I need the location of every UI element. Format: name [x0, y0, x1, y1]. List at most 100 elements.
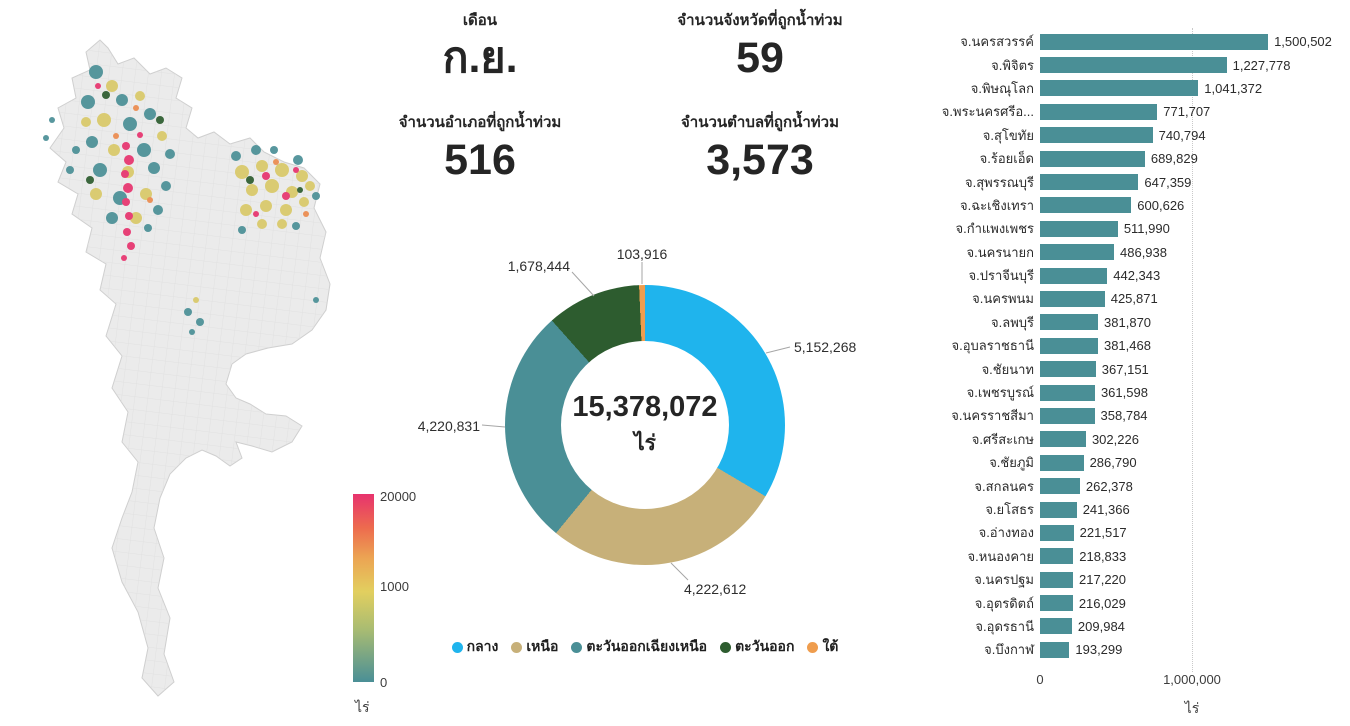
- bar-category-label[interactable]: จ.หนองคาย: [967, 548, 1034, 564]
- bar-row: จ.นครราชสีมา 358,784: [900, 404, 1350, 427]
- bar-category-label[interactable]: จ.สกลนคร: [974, 478, 1034, 494]
- legend-item[interactable]: ตะวันออกเฉียงเหนือ: [571, 636, 707, 658]
- bar-value-label: 381,870: [1104, 314, 1152, 330]
- bar[interactable]: [1040, 571, 1074, 588]
- bar[interactable]: [1040, 548, 1074, 565]
- bar-category-label[interactable]: จ.ปราจีนบุรี: [968, 268, 1034, 284]
- bar-category-label[interactable]: จ.พิจิตร: [991, 57, 1034, 73]
- bar[interactable]: [1040, 524, 1074, 541]
- bar[interactable]: [1040, 407, 1095, 424]
- bar[interactable]: [1040, 103, 1158, 120]
- color-scale-gradient: [353, 494, 374, 682]
- bar[interactable]: [1040, 361, 1096, 378]
- bar-category-label[interactable]: จ.บึงกาฬ: [984, 642, 1034, 658]
- bar-category-label[interactable]: จ.ฉะเชิงเทรา: [960, 197, 1034, 213]
- bar[interactable]: [1040, 501, 1077, 518]
- bar-row: จ.กำแพงเพชร 511,990: [900, 217, 1350, 240]
- legend-item[interactable]: ตะวันออก: [720, 636, 794, 658]
- bar-category-label[interactable]: จ.ยโสธร: [985, 502, 1034, 517]
- legend-item[interactable]: ใต้: [807, 636, 838, 658]
- donut-label-east: 1,678,444: [507, 258, 570, 274]
- bar[interactable]: [1040, 80, 1199, 97]
- kpi-districts-value: 516: [444, 136, 516, 184]
- bar-category-label[interactable]: จ.ชัยภูมิ: [989, 455, 1034, 471]
- bar-value-label: 771,707: [1163, 104, 1211, 120]
- bar-value-label: 241,366: [1082, 502, 1130, 517]
- legend-item[interactable]: กลาง: [451, 636, 499, 658]
- bar[interactable]: [1040, 431, 1086, 448]
- bar-category-label[interactable]: จ.ศรีสะเกษ: [971, 431, 1034, 447]
- bar-category-label[interactable]: จ.นครนายก: [966, 244, 1034, 260]
- bar-value-label: 1,227,778: [1232, 57, 1291, 73]
- bar-category-label[interactable]: จ.เพชรบูรณ์: [966, 385, 1034, 401]
- bar-value-label: 486,938: [1120, 244, 1167, 260]
- bar[interactable]: [1040, 478, 1080, 495]
- kpi-flooded-subdistricts: จำนวนตำบลที่ถูกน้ำท่วม 3,573: [640, 110, 880, 183]
- bar[interactable]: [1040, 174, 1139, 191]
- kpi-month-value: ก.ย.: [442, 34, 518, 82]
- bar-category-label[interactable]: จ.ร้อยเอ็ด: [979, 151, 1034, 167]
- bar-category-label[interactable]: จ.อุบลราชธานี: [951, 338, 1034, 354]
- bar[interactable]: [1040, 290, 1105, 307]
- bar-value-label: 209,984: [1077, 618, 1125, 634]
- bar-category-label[interactable]: จ.อ่างทอง: [978, 525, 1034, 541]
- bar-category-label[interactable]: จ.พิษณุโลก: [970, 80, 1034, 96]
- bar-row: จ.เพชรบูรณ์ 361,598: [900, 381, 1350, 404]
- bar[interactable]: [1040, 244, 1114, 261]
- bar-category-label[interactable]: จ.นครสวรรค์: [960, 34, 1034, 50]
- bar[interactable]: [1040, 314, 1099, 331]
- bar-row: จ.ร้อยเอ็ด 689,829: [900, 147, 1350, 170]
- donut-total-unit: ไร่: [634, 431, 656, 455]
- legend-item[interactable]: เหนือ: [511, 636, 558, 658]
- bar-value-label: 600,626: [1137, 197, 1185, 213]
- legend-dot: [571, 641, 583, 653]
- bar-category-label[interactable]: จ.นครพนม: [972, 291, 1034, 307]
- bar[interactable]: [1040, 150, 1145, 167]
- bar-category-label[interactable]: จ.สุพรรณบุรี: [965, 174, 1034, 190]
- bar-value-label: 221,517: [1079, 525, 1127, 541]
- bar[interactable]: [1040, 618, 1072, 635]
- bar-row: จ.นครปฐม 217,220: [900, 568, 1350, 591]
- scale-mid-label: 1000: [380, 579, 409, 594]
- bar-category-label[interactable]: จ.อุดรธานี: [975, 618, 1034, 634]
- bar[interactable]: [1040, 454, 1084, 471]
- bar-row: จ.หนองคาย 218,833: [900, 545, 1350, 568]
- bar-row: จ.อ่างทอง 221,517: [900, 521, 1350, 544]
- thailand-map-panel: 20000 1000 0 ไร่: [0, 0, 416, 726]
- bar[interactable]: [1040, 33, 1269, 50]
- bar[interactable]: [1040, 57, 1227, 74]
- bar-category-label[interactable]: จ.พระนครศรีอ...: [941, 104, 1034, 120]
- bar-row: จ.พระนครศรีอ... 771,707: [900, 100, 1350, 123]
- thailand-choropleth-map[interactable]: [0, 0, 390, 726]
- bar[interactable]: [1040, 197, 1132, 214]
- bar-value-label: 442,343: [1113, 268, 1161, 284]
- bar[interactable]: [1040, 384, 1095, 401]
- legend-label: กลาง: [466, 638, 499, 654]
- bar-value-label: 740,794: [1158, 127, 1206, 143]
- bar[interactable]: [1040, 641, 1070, 658]
- bar-category-label[interactable]: จ.สุโขทัย: [982, 127, 1034, 143]
- region-donut[interactable]: 15,378,072 ไร่: [505, 285, 785, 565]
- bar-category-label[interactable]: จ.นครปฐม: [974, 572, 1034, 588]
- bar-category-label[interactable]: จ.ลพบุรี: [991, 314, 1034, 330]
- bar-row: จ.ยโสธร 241,366: [900, 498, 1350, 521]
- bar-value-label: 216,029: [1078, 595, 1126, 611]
- bar[interactable]: [1040, 337, 1098, 354]
- kpi-subdistricts-value: 3,573: [706, 136, 814, 184]
- bar-value-label: 286,790: [1089, 455, 1137, 471]
- bar-category-label[interactable]: จ.ชัยนาท: [981, 361, 1034, 377]
- province-bar-chart: จ.นครสวรรค์ 1,500,502 จ.พิจิตร 1,227,778 จ.พ…: [900, 0, 1350, 726]
- bar[interactable]: [1040, 127, 1153, 144]
- bar-category-label[interactable]: จ.อุตรดิตถ์: [974, 595, 1034, 611]
- bar-row: จ.อุดรธานี 209,984: [900, 615, 1350, 638]
- x-axis-tick-1000000: 1,000,000: [1163, 672, 1221, 687]
- bar[interactable]: [1040, 267, 1108, 284]
- bar-row: จ.นครสวรรค์ 1,500,502: [900, 30, 1350, 53]
- bar-row: จ.นครนายก 486,938: [900, 241, 1350, 264]
- bar[interactable]: [1040, 595, 1073, 612]
- bar[interactable]: [1040, 220, 1118, 237]
- kpi-flooded-provinces: จำนวนจังหวัดที่ถูกน้ำท่วม 59: [640, 8, 880, 81]
- bar-category-label[interactable]: จ.กำแพงเพชร: [955, 221, 1034, 237]
- bar-category-label[interactable]: จ.นครราชสีมา: [951, 408, 1034, 424]
